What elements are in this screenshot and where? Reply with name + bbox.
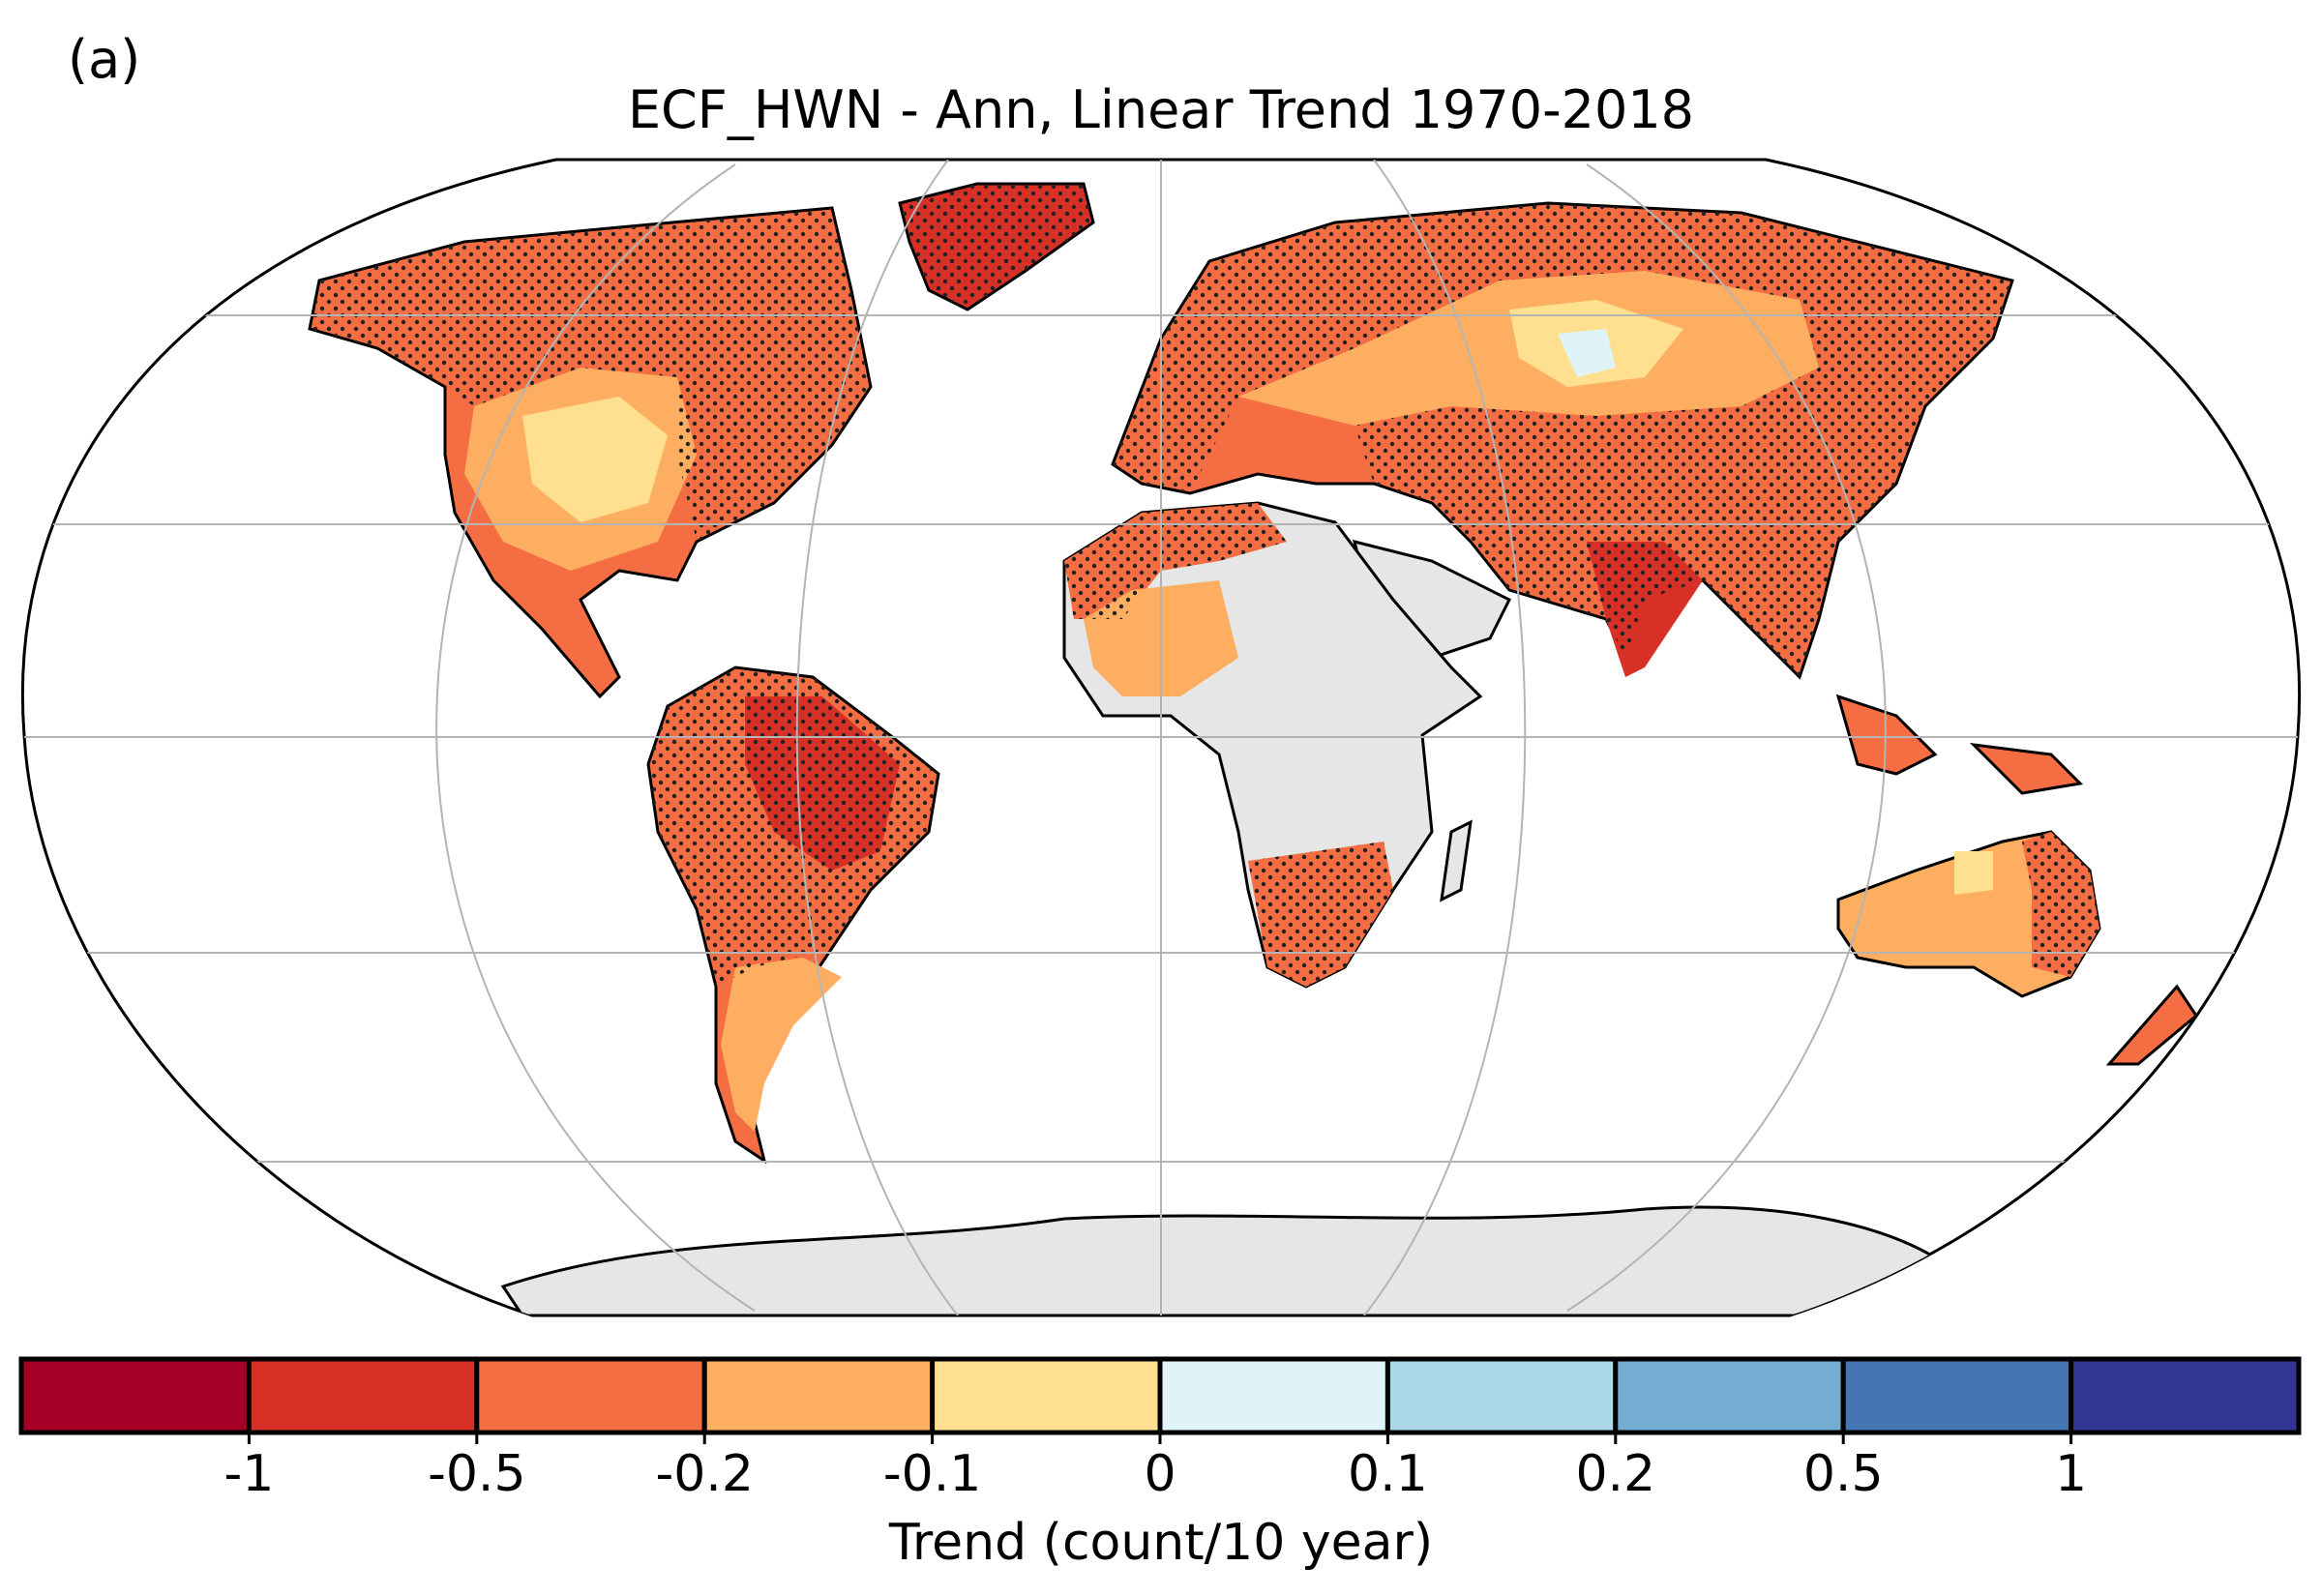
colorbar-segment (2069, 1356, 2302, 1435)
map-title: ECF_HWN - Ann, Linear Trend 1970-2018 (627, 79, 1695, 140)
colorbar-segment (930, 1356, 1163, 1435)
colorbar-tick-label: -0.1 (882, 1445, 982, 1503)
north-america-core (522, 397, 668, 522)
australia-center (1954, 851, 1993, 895)
north-america-stipple (310, 208, 871, 542)
africa-stipple (1064, 503, 1393, 987)
colorbar-tick-label: 0 (1144, 1445, 1176, 1503)
antarctica (500, 1205, 1939, 1315)
madagascar (1440, 819, 1473, 902)
colorbar-tick-label: -0.2 (655, 1445, 754, 1503)
south-america-stipple (648, 667, 938, 987)
colorbar-segment (246, 1356, 480, 1435)
new-zealand (2105, 984, 2198, 1066)
colorbar-label: Trend (count/10 year) (888, 1514, 1434, 1572)
colorbar-tick-label: 1 (2055, 1445, 2088, 1503)
colorbar-segment (1384, 1356, 1619, 1435)
colorbar-tick-label: 0.5 (1802, 1445, 1884, 1503)
australia-stipple (2022, 832, 2099, 977)
colorbar-segment (1613, 1356, 1846, 1435)
colorbar-segment (1840, 1356, 2074, 1435)
eurasia-stipple (1113, 203, 2012, 677)
panel-label: (a) (68, 29, 141, 90)
colorbar-segment (18, 1356, 252, 1435)
colorbar-tick-label: 0.2 (1575, 1445, 1656, 1503)
colorbar-tick-label: 0.1 (1348, 1445, 1428, 1503)
southeast-asia (1835, 694, 2084, 795)
colorbar-segment (701, 1356, 936, 1435)
colorbar-tick-label: -1 (223, 1445, 275, 1503)
colorbar-segment (1157, 1356, 1390, 1435)
graticule (22, 160, 2300, 1315)
eurasia-light (1558, 329, 1616, 377)
colorbar-segment (474, 1356, 707, 1435)
greenland-stipple (900, 184, 1093, 310)
colorbar (18, 1356, 2302, 1444)
south-america-south (721, 958, 842, 1132)
colorbar-tick-label: -0.5 (428, 1445, 526, 1503)
